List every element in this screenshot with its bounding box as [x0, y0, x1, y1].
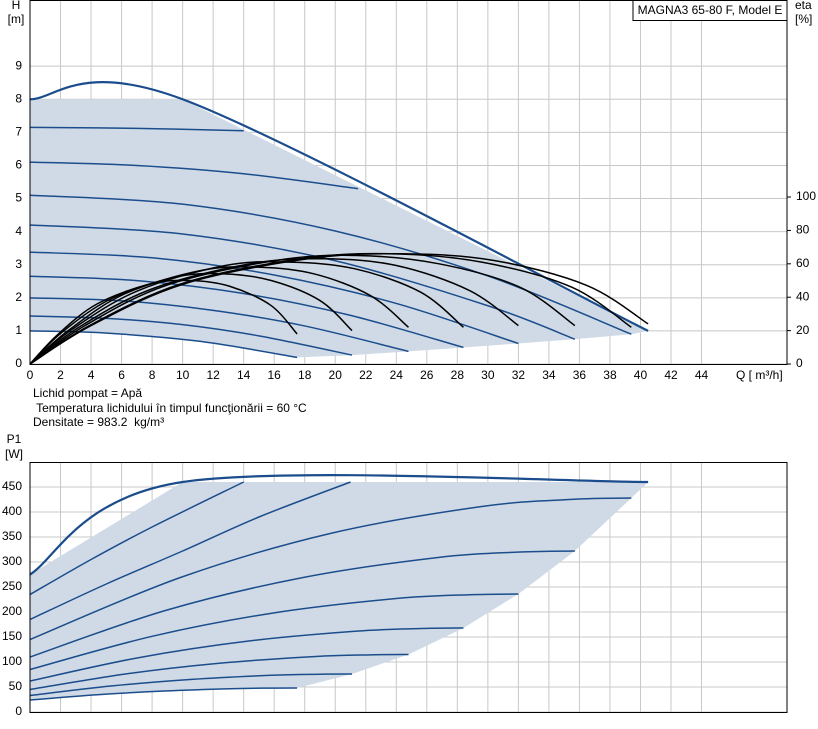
y2-unit: [%]: [795, 12, 812, 26]
efficiency-curve: [29, 260, 464, 365]
y-unit: [m]: [8, 12, 25, 26]
x-tick-label: 34: [542, 368, 556, 382]
curve: [29, 315, 353, 356]
x-tick-label: 6: [118, 368, 125, 382]
y2-tick-label: 40: [796, 289, 810, 303]
curve: [29, 194, 632, 335]
curve: [29, 673, 353, 697]
y2-tick-label: 100: [796, 189, 816, 203]
curve: [29, 497, 632, 641]
y-unit: [W]: [5, 447, 23, 461]
y-tick-label: 50: [9, 679, 23, 693]
y-tick-label: 250: [2, 579, 22, 593]
y-tick-label: 0: [15, 704, 22, 718]
efficiency-curve: [29, 252, 632, 365]
efficiency-curve: [29, 272, 353, 365]
curve: [29, 297, 409, 353]
y-tick-label: 8: [15, 91, 22, 105]
x-tick-label: 8: [149, 368, 156, 382]
x-tick-label: 26: [420, 368, 434, 382]
title-box: [632, 0, 788, 21]
x-tick-label: 38: [603, 368, 617, 382]
x-tick-label: 2: [57, 368, 64, 382]
curve: [29, 126, 244, 132]
chart-title: MAGNA3 65-80 F, Model E: [638, 3, 783, 17]
curve: [29, 161, 359, 190]
x-tick-label: 12: [206, 368, 220, 382]
curve: [29, 481, 351, 621]
y-tick-label: 6: [15, 158, 22, 172]
operating-area: [30, 482, 649, 700]
y-tick-label: 200: [2, 604, 22, 618]
efficiency-curve: [29, 266, 409, 365]
annotation: Temperatura lichidului în timpul funcţio…: [33, 401, 307, 415]
y-tick-label: 150: [2, 629, 22, 643]
curve: [29, 593, 519, 671]
y-label: P1: [7, 432, 22, 446]
y-tick-label: 1: [15, 323, 22, 337]
x-tick-label: 44: [695, 368, 709, 382]
x-tick-label: 20: [329, 368, 343, 382]
x-tick-label: 10: [176, 368, 190, 382]
y-tick-label: 7: [15, 125, 22, 139]
y-tick-label: 300: [2, 554, 22, 568]
operating-area: [30, 99, 649, 358]
plot-frame: [29, 0, 788, 365]
y2-tick-label: 60: [796, 256, 810, 270]
x-tick-label: 42: [664, 368, 678, 382]
x-tick-label: 32: [512, 368, 526, 382]
x-tick-label: 36: [573, 368, 587, 382]
y-label: H: [12, 0, 21, 12]
y2-tick-label: 80: [796, 223, 810, 237]
y-tick-label: 450: [2, 479, 22, 493]
annotation: Densitate = 983.2 kg/m³: [33, 415, 164, 429]
y2-tick-label: 0: [796, 356, 803, 370]
y2-label: eta: [795, 0, 812, 12]
curve: [29, 627, 464, 682]
efficiency-curve: [29, 254, 576, 365]
x-tick-label: 4: [88, 368, 95, 382]
efficiency-curve: [29, 252, 649, 365]
y-tick-label: 350: [2, 529, 22, 543]
y-tick-label: 0: [15, 356, 22, 370]
x-tick-label: 16: [268, 368, 282, 382]
y-tick-label: 3: [15, 257, 22, 271]
curve: [29, 474, 649, 576]
x-tick-label: 24: [390, 368, 404, 382]
x-tick-label: 0: [27, 368, 34, 382]
curve: [29, 251, 519, 345]
curve: [29, 687, 298, 701]
y-tick-label: 400: [2, 504, 22, 518]
y2-tick-label: 20: [796, 323, 810, 337]
y-tick-label: 4: [15, 224, 22, 238]
plot-frame: [29, 462, 788, 713]
y-tick-label: 9: [15, 58, 22, 72]
y-tick-label: 5: [15, 191, 22, 205]
annotation: Lichid pompat = Apă: [33, 386, 142, 400]
curve: [29, 653, 409, 691]
x-tick-label: 22: [359, 368, 373, 382]
curve: [29, 550, 575, 658]
x-tick-label: 28: [451, 368, 465, 382]
efficiency-curve: [29, 279, 298, 365]
x-label: Q [ m³/h]: [736, 368, 783, 382]
curve: [29, 275, 464, 349]
x-tick-label: 40: [634, 368, 648, 382]
curve: [29, 481, 244, 596]
x-tick-label: 30: [481, 368, 495, 382]
y-tick-label: 100: [2, 654, 22, 668]
x-tick-label: 14: [237, 368, 251, 382]
curve: [29, 81, 649, 332]
y-tick-label: 2: [15, 290, 22, 304]
x-tick-label: 18: [298, 368, 312, 382]
